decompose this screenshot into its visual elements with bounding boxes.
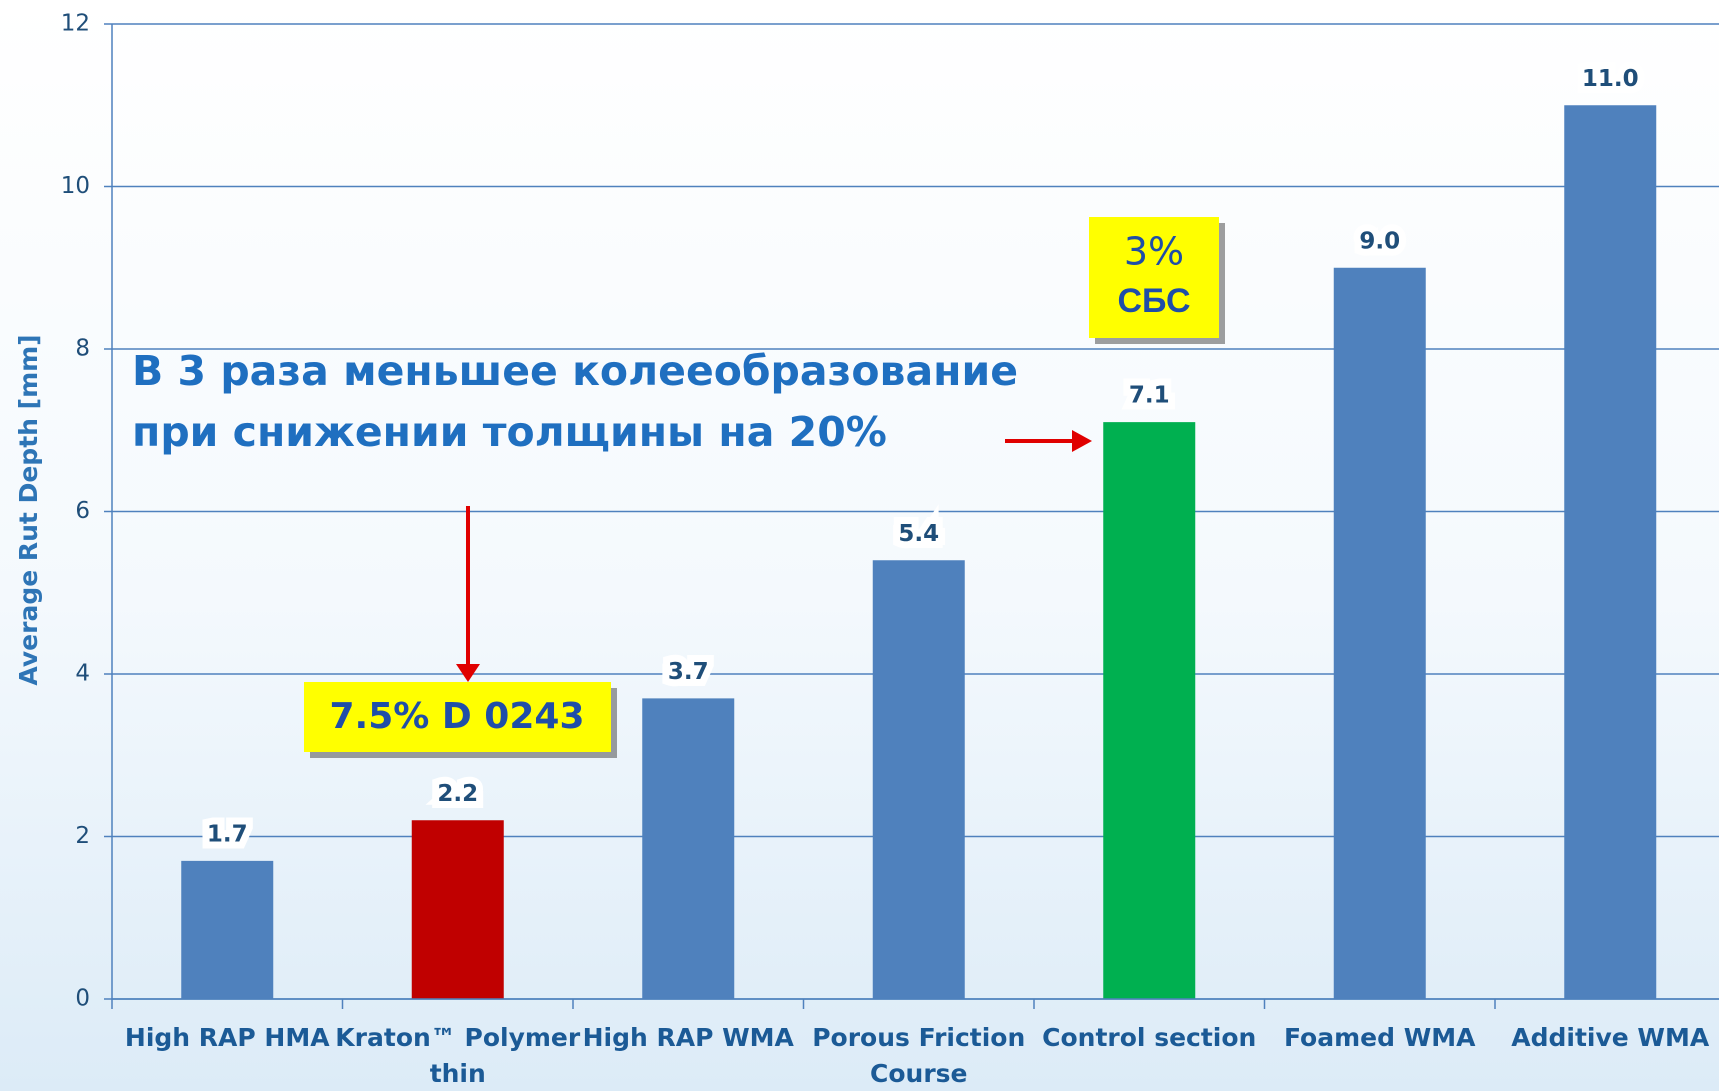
value-label: 7.1 bbox=[1129, 383, 1170, 409]
y-axis-title: Average Rut Depth [mm] bbox=[14, 334, 43, 685]
value-label: 1.7 bbox=[207, 821, 248, 847]
bar bbox=[872, 560, 965, 999]
x-tick-label: Control section bbox=[1042, 1023, 1257, 1052]
callout-text: СБС bbox=[1117, 282, 1190, 320]
arrow-head bbox=[1072, 430, 1092, 452]
annotation: при снижении толщины на 20% bbox=[132, 408, 887, 456]
arrow-head bbox=[456, 664, 480, 682]
y-tick-label: 6 bbox=[75, 498, 90, 524]
x-tick-label: Kraton™ Polymer thin bbox=[335, 1023, 581, 1088]
bar bbox=[1103, 422, 1196, 999]
callout-box bbox=[304, 682, 611, 752]
bar bbox=[642, 698, 735, 999]
value-label: 11.0 bbox=[1582, 66, 1639, 92]
callout-text: 3% bbox=[1124, 230, 1184, 274]
bar bbox=[1564, 105, 1657, 999]
x-tick-label: Porous Friction Course bbox=[812, 1023, 1026, 1088]
value-label: 2.2 bbox=[437, 781, 478, 807]
bar bbox=[181, 860, 274, 999]
y-tick-label: 8 bbox=[75, 336, 90, 362]
x-tick-label: High RAP WMA bbox=[582, 1023, 794, 1052]
y-tick-label: 2 bbox=[75, 823, 90, 849]
annotation: В 3 раза меньшее колееобразование bbox=[132, 347, 1018, 395]
value-label: 9.0 bbox=[1359, 228, 1400, 254]
x-tick-label: Foamed WMA bbox=[1283, 1023, 1476, 1052]
x-tick-label: High RAP HMA bbox=[124, 1023, 330, 1052]
bar bbox=[1333, 267, 1426, 999]
bar bbox=[411, 820, 504, 999]
value-label: 5.4 bbox=[898, 521, 939, 547]
y-tick-label: 12 bbox=[61, 11, 90, 37]
x-tick-label: Additive WMA bbox=[1511, 1023, 1710, 1052]
value-label: 3.7 bbox=[668, 659, 709, 685]
y-tick-label: 0 bbox=[75, 986, 90, 1012]
y-tick-label: 10 bbox=[61, 173, 90, 199]
callout-box bbox=[1089, 217, 1219, 338]
callout-text: 7.5% D 0243 bbox=[330, 696, 585, 737]
y-tick-label: 4 bbox=[75, 661, 90, 687]
